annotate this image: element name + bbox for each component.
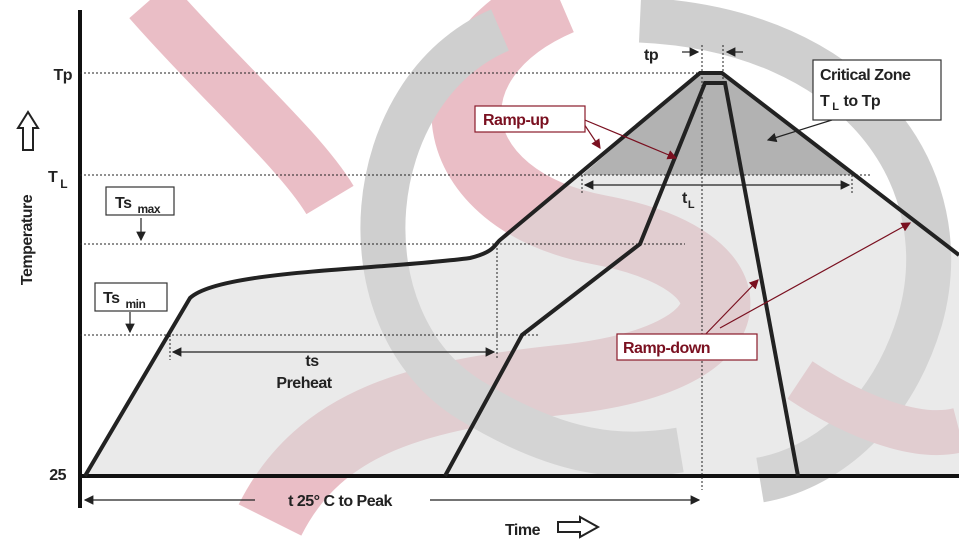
- sub: L: [832, 101, 839, 113]
- preheat-label: Preheat: [276, 375, 332, 392]
- t25-label: t 25° C to Peak: [288, 493, 392, 510]
- ts-label: ts: [305, 353, 319, 370]
- base-level: 25: [49, 467, 66, 484]
- tsmax-box: [105, 186, 175, 216]
- sub: min: [125, 297, 145, 311]
- main: Ts: [115, 195, 132, 212]
- rampup-box: [474, 105, 586, 133]
- tsmin-box: [94, 282, 168, 312]
- main: t: [682, 190, 688, 207]
- rest: to Tp: [844, 93, 881, 110]
- main: T: [820, 93, 830, 110]
- x-label: Time: [505, 522, 541, 539]
- main: T: [48, 169, 58, 186]
- critical-box: [812, 59, 942, 121]
- critical-arrow: [766, 119, 833, 143]
- y-arrow-icon: [16, 110, 40, 151]
- rampup-label: Ramp-up: [483, 112, 550, 129]
- inner-profile: [443, 81, 800, 477]
- x-arrow-icon: [557, 515, 601, 539]
- critical-zone: [582, 73, 852, 175]
- rampdown-arrow: [699, 279, 759, 341]
- tsmin-label: Ts min: [103, 290, 145, 311]
- sub: L: [60, 177, 67, 191]
- tp-label: tp: [644, 47, 659, 64]
- sub: L: [688, 199, 695, 211]
- rampdown-label: Ramp-down: [623, 340, 710, 357]
- main: Ts: [103, 290, 120, 307]
- rampdown-arrow: [719, 222, 912, 329]
- sub: max: [137, 202, 160, 216]
- tl-label: tL: [682, 190, 695, 211]
- tsmax-label: Ts max: [115, 195, 161, 216]
- y-label: Temperature: [19, 194, 36, 285]
- outer-profile: [83, 71, 959, 478]
- tp-level: Tp: [53, 67, 72, 84]
- rampdown-box: [616, 333, 758, 361]
- critical-line1: Critical Zone: [820, 67, 911, 84]
- rampup-arrow: [579, 117, 678, 160]
- profile-fill: [85, 73, 959, 476]
